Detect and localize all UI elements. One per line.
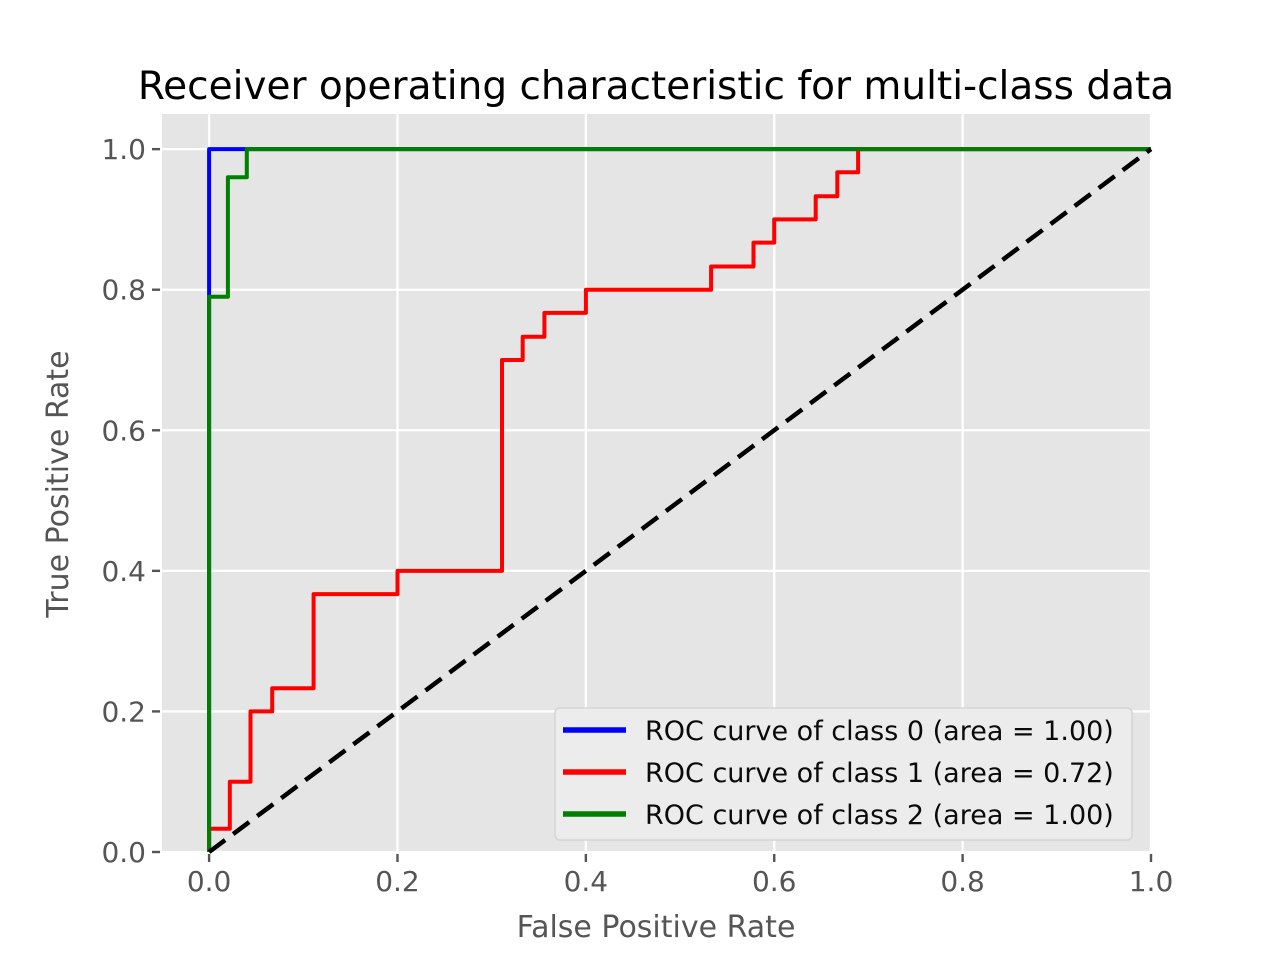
x-axis-label: False Positive Rate bbox=[517, 910, 796, 945]
legend-label-class-2: ROC curve of class 2 (area = 1.00) bbox=[645, 800, 1114, 831]
roc-curve-class-1 bbox=[207, 147, 1151, 852]
x-tick-label: 0.8 bbox=[940, 865, 985, 898]
y-axis-label: True Positive Rate bbox=[41, 350, 76, 618]
legend-box bbox=[554, 707, 1133, 841]
chart-title: Receiver operating characteristic for mu… bbox=[138, 64, 1174, 109]
axis-ticks bbox=[152, 147, 1153, 862]
y-tick-label: 0.2 bbox=[101, 695, 146, 728]
legend-label-class-0: ROC curve of class 0 (area = 1.00) bbox=[645, 716, 1114, 747]
y-tick-label: 0.0 bbox=[101, 836, 146, 869]
y-tick-label: 0.8 bbox=[101, 274, 146, 307]
y-tick-label: 0.6 bbox=[101, 414, 146, 447]
x-tick-label: 1.0 bbox=[1129, 865, 1174, 898]
x-tick-label: 0.2 bbox=[375, 865, 420, 898]
x-tick-label: 0.4 bbox=[564, 865, 609, 898]
legend: ROC curve of class 0 (area = 1.00) ROC cu… bbox=[554, 707, 1133, 841]
y-tick-label: 1.0 bbox=[101, 133, 146, 166]
legend-label-class-1: ROC curve of class 1 (area = 0.72) bbox=[645, 758, 1114, 789]
tick-labels: 0.0 0.2 0.4 0.6 0.8 1.0 0.0 0.2 0.4 0.6 0.8 1.0 bbox=[101, 133, 1173, 898]
chance-diagonal-line bbox=[207, 147, 1153, 854]
y-tick-label: 0.4 bbox=[101, 555, 146, 588]
roc-curves bbox=[207, 147, 1153, 854]
x-tick-label: 0.0 bbox=[187, 865, 232, 898]
roc-curve-class-2 bbox=[207, 147, 1151, 852]
x-tick-label: 0.6 bbox=[752, 865, 797, 898]
